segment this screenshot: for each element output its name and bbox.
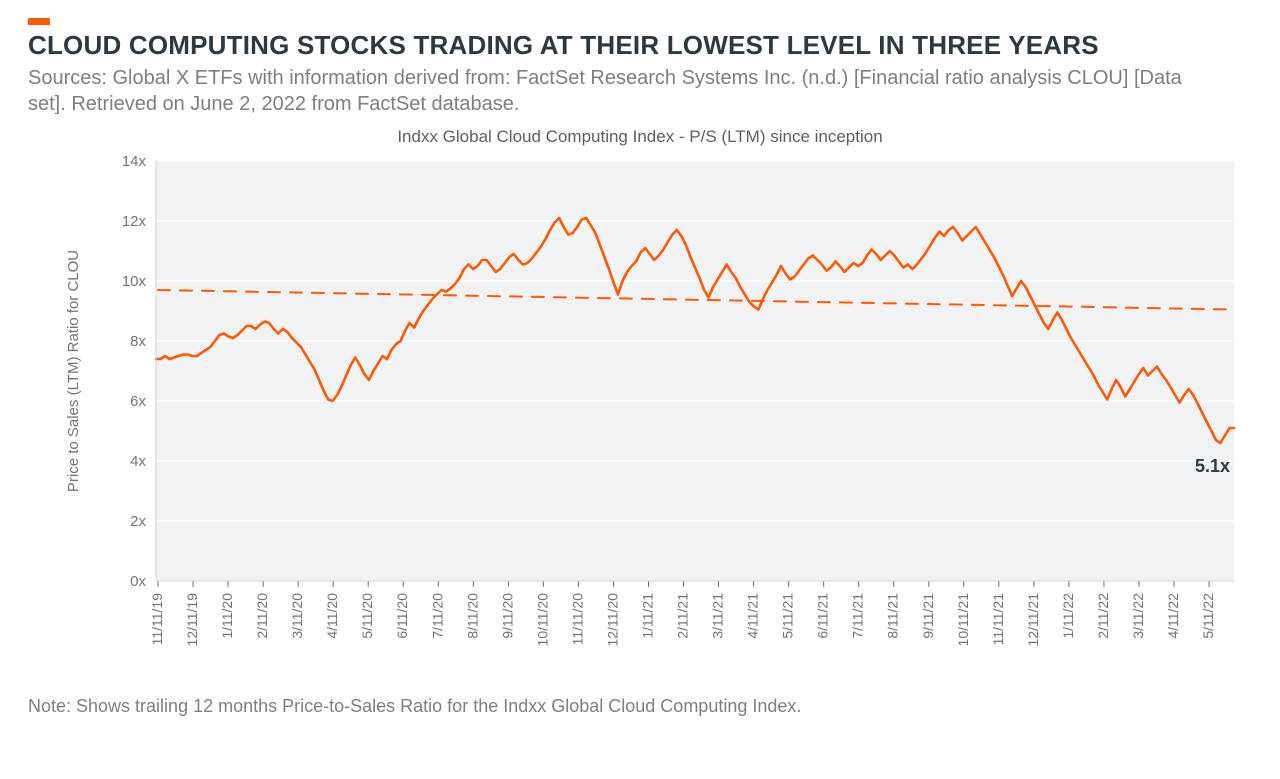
svg-text:8x: 8x [130,333,146,350]
svg-text:12/11/19: 12/11/19 [184,593,200,647]
svg-text:8/11/21: 8/11/21 [885,593,901,639]
svg-text:11/11/21: 11/11/21 [990,593,1006,646]
svg-text:5/11/20: 5/11/20 [359,593,375,639]
svg-text:6x: 6x [130,393,146,410]
svg-text:11/11/20: 11/11/20 [569,593,585,646]
svg-text:2/11/21: 2/11/21 [675,593,691,639]
accent-bar [28,18,50,25]
svg-text:2/11/20: 2/11/20 [254,593,270,639]
svg-text:12/11/21: 12/11/21 [1025,593,1041,647]
svg-text:2/11/22: 2/11/22 [1095,593,1111,639]
svg-text:Price to Sales (LTM) Ratio for: Price to Sales (LTM) Ratio for CLOU [65,250,82,492]
svg-text:5/11/21: 5/11/21 [780,593,796,639]
svg-text:9/11/21: 9/11/21 [920,593,936,639]
svg-text:1/11/20: 1/11/20 [219,593,235,639]
svg-text:10/11/21: 10/11/21 [955,593,971,647]
svg-text:1/11/21: 1/11/21 [639,593,655,639]
svg-text:5.1x: 5.1x [1195,456,1230,476]
chart-area: 0x 2x 4x 6x 8x 10x 12x 14x Price to Sales (LTM) … [28,153,1252,678]
svg-text:3/11/20: 3/11/20 [289,593,305,639]
svg-text:4/11/21: 4/11/21 [745,593,761,639]
svg-text:3/11/22: 3/11/22 [1130,593,1146,639]
svg-text:11/11/19: 11/11/19 [149,593,165,646]
svg-text:6/11/20: 6/11/20 [394,593,410,639]
svg-text:0x: 0x [130,573,146,590]
svg-text:9/11/20: 9/11/20 [499,593,515,639]
svg-text:4x: 4x [130,453,146,470]
svg-text:8/11/20: 8/11/20 [464,593,480,639]
svg-text:3/11/21: 3/11/21 [710,593,726,639]
svg-text:10/11/20: 10/11/20 [534,593,550,647]
chart-note: Note: Shows trailing 12 months Price-to-… [28,696,1252,717]
svg-text:4/11/22: 4/11/22 [1165,593,1181,639]
svg-text:12/11/20: 12/11/20 [604,593,620,647]
svg-text:2x: 2x [130,513,146,530]
svg-text:7/11/20: 7/11/20 [429,593,445,639]
line-chart-svg: 0x 2x 4x 6x 8x 10x 12x 14x Price to Sales (LTM) … [28,153,1252,673]
svg-text:10x: 10x [122,273,147,290]
chart-subtitle: Indxx Global Cloud Computing Index - P/S… [28,127,1252,147]
svg-text:7/11/21: 7/11/21 [850,593,866,639]
source-text: Sources: Global X ETFs with information … [28,65,1208,117]
chart-title: CLOUD COMPUTING STOCKS TRADING AT THEIR … [28,31,1252,61]
svg-text:4/11/20: 4/11/20 [324,593,340,639]
svg-text:5/11/22: 5/11/22 [1200,593,1216,639]
svg-text:6/11/21: 6/11/21 [815,593,831,639]
chart-container: CLOUD COMPUTING STOCKS TRADING AT THEIR … [0,0,1280,731]
svg-text:1/11/22: 1/11/22 [1060,593,1076,639]
svg-text:14x: 14x [122,153,147,170]
svg-text:12x: 12x [122,213,147,230]
